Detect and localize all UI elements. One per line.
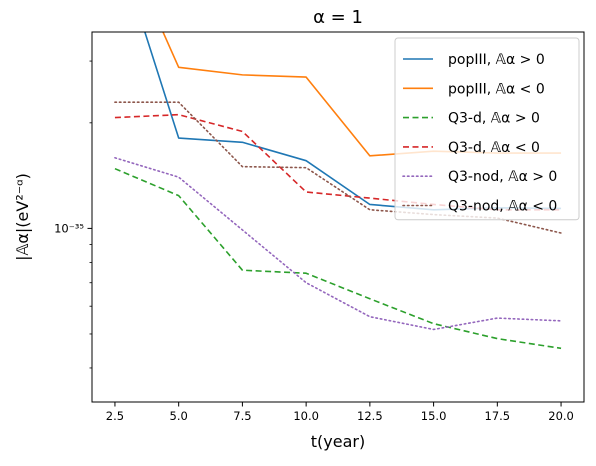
x-tick-label: 20.0 bbox=[548, 409, 574, 423]
series-line-3 bbox=[114, 167, 562, 350]
legend-label: Q3-d, 𝔸α < 0 bbox=[448, 140, 540, 156]
y-axis-label: |𝔸α|(eV²⁻ᵅ) bbox=[13, 173, 32, 261]
legend: popIII, 𝔸α > 0 popIII, 𝔸α < 0 Q3-d, 𝔸α > 0… bbox=[394, 37, 580, 221]
legend-label: popIII, 𝔸α > 0 bbox=[448, 52, 545, 68]
x-axis-label: t(year) bbox=[311, 432, 365, 451]
x-tick-label: 12.5 bbox=[357, 409, 383, 423]
x-tick-label: 7.5 bbox=[233, 409, 251, 423]
x-tick-label: 5.0 bbox=[170, 409, 188, 423]
x-tick-label: 17.5 bbox=[485, 409, 511, 423]
series-line-5 bbox=[114, 156, 562, 331]
x-tick-label: 15.0 bbox=[421, 409, 447, 423]
x-tick-label: 10.0 bbox=[293, 409, 319, 423]
legend-label: Q3-nod, 𝔸α > 0 bbox=[448, 169, 557, 185]
legend-label: Q3-nod, 𝔸α < 0 bbox=[448, 199, 557, 215]
chart-title: α = 1 bbox=[313, 7, 363, 28]
x-tick-label: 2.5 bbox=[106, 409, 124, 423]
axes-frame bbox=[91, 31, 585, 403]
legend-label: Q3-d, 𝔸α > 0 bbox=[448, 111, 540, 127]
y-tick-label: 10⁻³⁵ bbox=[54, 221, 84, 235]
legend-label: popIII, 𝔸α < 0 bbox=[448, 81, 545, 97]
axes: 2.5 5.0 7.5 10.0 12.5 15.0 17.5 20.0 10⁻³⁵ bbox=[54, 31, 585, 423]
series-line-4 bbox=[114, 113, 562, 211]
legend-frame bbox=[394, 37, 580, 221]
